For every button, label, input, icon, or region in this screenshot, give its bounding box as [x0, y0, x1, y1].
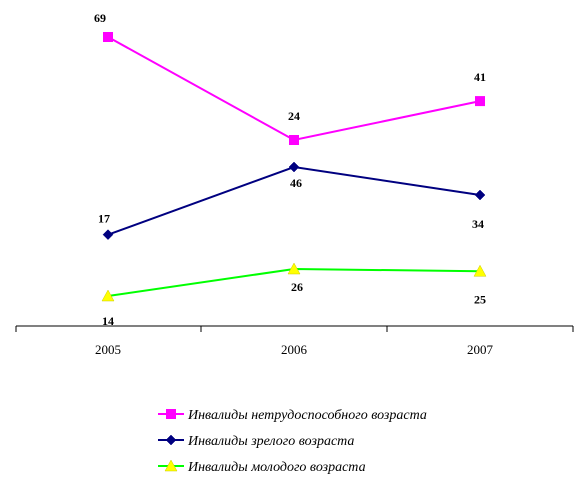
series-layer [101, 32, 487, 302]
data-point [287, 262, 301, 275]
data-label: 17 [98, 212, 110, 226]
data-label: 26 [291, 280, 303, 294]
data-point [475, 96, 485, 107]
data-point [101, 289, 115, 302]
data-label: 34 [472, 217, 484, 231]
data-label: 14 [102, 314, 114, 328]
data-label-layer: 69 24 41 17 46 34 14 26 25 [94, 11, 486, 328]
data-point [102, 229, 114, 241]
data-point [474, 189, 486, 201]
legend-marker [166, 409, 176, 419]
data-label: 25 [474, 292, 486, 306]
legend-item: Инвалиды зрелого возраста [158, 434, 354, 449]
legend-item: Инвалиды нетрудоспособного возраста [158, 408, 427, 423]
legend-label: Инвалиды молодого возраста [187, 460, 366, 475]
data-label: 46 [290, 176, 302, 190]
legend-label: Инвалиды нетрудоспособного возраста [187, 408, 427, 423]
legend-label: Инвалиды зрелого возраста [187, 434, 354, 449]
legend-marker [165, 434, 177, 446]
x-tick-label: 2006 [281, 342, 308, 357]
data-label: 41 [474, 70, 486, 84]
legend-item: Инвалиды молодого возраста [158, 459, 366, 475]
data-point [473, 264, 487, 277]
data-label: 24 [288, 109, 300, 123]
legend-marker [164, 459, 178, 472]
x-tick-label: 2005 [95, 342, 121, 357]
series-line [107, 36, 481, 142]
x-tick-label: 2007 [467, 342, 494, 357]
data-point [103, 32, 113, 42]
data-label: 69 [94, 11, 106, 25]
data-point [289, 135, 299, 145]
x-axis: 2005 2006 2007 [15, 325, 574, 357]
data-point [288, 161, 300, 173]
legend: Инвалиды нетрудоспособного возраста Инвал… [158, 408, 427, 475]
